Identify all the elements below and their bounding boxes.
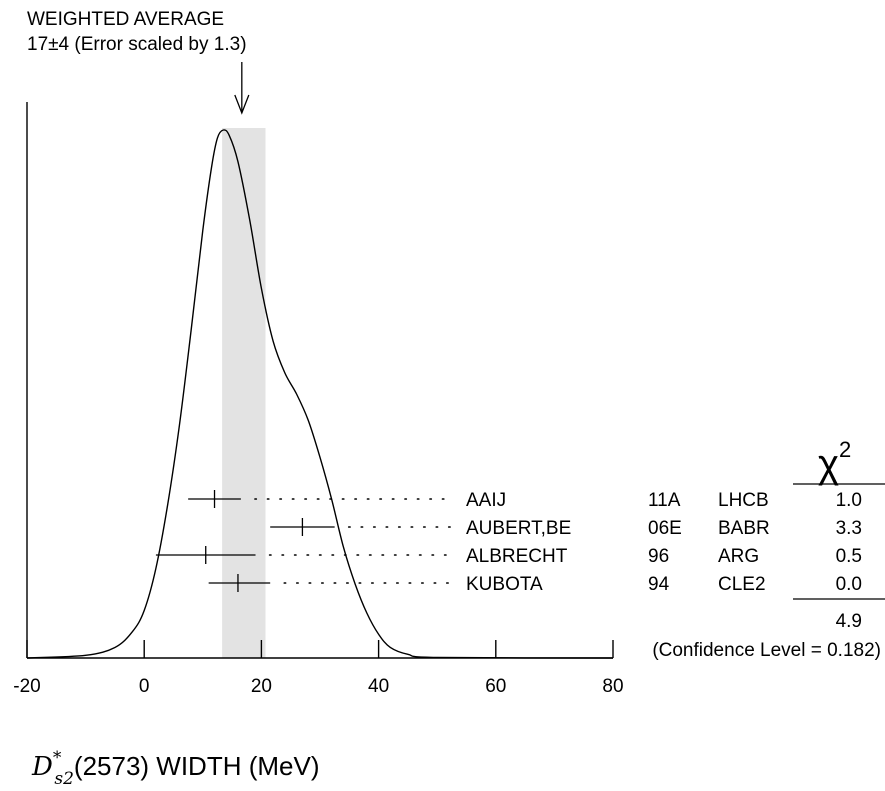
x-tick-label: 40 [368,676,389,697]
measurement-row: AAIJ 11A LHCB 1.0 [188,490,862,511]
x-axis-title-sup: * [53,748,62,768]
weighted-average-arrow [234,62,250,115]
weighted-average-value: 17±4 (Error scaled by 1.3) [27,34,247,55]
measurement-chi2: 3.3 [836,518,862,539]
measurement-author: AUBERT,BE [466,518,571,539]
x-tick-label: 80 [602,676,623,697]
x-axis-title-rest: (2573) WIDTH (MeV) [74,751,320,781]
measurement-author: AAIJ [466,490,506,511]
measurement-author: KUBOTA [466,574,543,595]
chi2-header: χ2 [818,437,851,486]
measurement-row: KUBOTA 94 CLE2 0.0 [208,574,862,595]
measurement-row: AUBERT,BE 06E BABR 3.3 [270,518,862,539]
chi2-total: 4.9 [836,611,862,632]
measurement-year: 11A [648,490,681,511]
ideogram-curve [26,129,614,659]
measurement-rows: AAIJ 11A LHCB 1.0 AUBERT,BE 06E BABR 3.3 ALBRECH… [155,490,862,595]
measurement-year: 96 [648,546,669,567]
measurement-year: 06E [648,518,682,539]
x-tick-label: -20 [13,676,40,697]
measurement-chi2: 0.5 [836,546,862,567]
confidence-level: (Confidence Level = 0.182) [652,640,881,661]
measurement-experiment: ARG [718,546,759,567]
weighted-average-band [222,128,266,658]
measurement-year: 94 [648,574,670,595]
x-tick-label: 20 [251,676,272,697]
arrow-head [234,94,250,115]
x-axis-title-symbol: D [31,752,53,782]
x-axis-title-sub: s2 [54,769,74,789]
measurement-experiment: CLE2 [718,574,766,595]
x-tick-label: 0 [139,676,150,697]
x-axis-title: D* s2(2573) WIDTH (MeV) [31,748,319,789]
measurement-chi2: 0.0 [836,574,862,595]
weighted-average-label: WEIGHTED AVERAGE [27,9,224,30]
measurement-experiment: LHCB [718,490,769,511]
measurement-chi2: 1.0 [836,490,862,511]
measurement-experiment: BABR [718,518,770,539]
x-tick-label: 60 [485,676,506,697]
x-axis-ticks: -20 0 20 40 60 80 [13,640,624,697]
measurement-row: ALBRECHT 96 ARG 0.5 [155,546,862,567]
measurement-author: ALBRECHT [466,546,568,567]
